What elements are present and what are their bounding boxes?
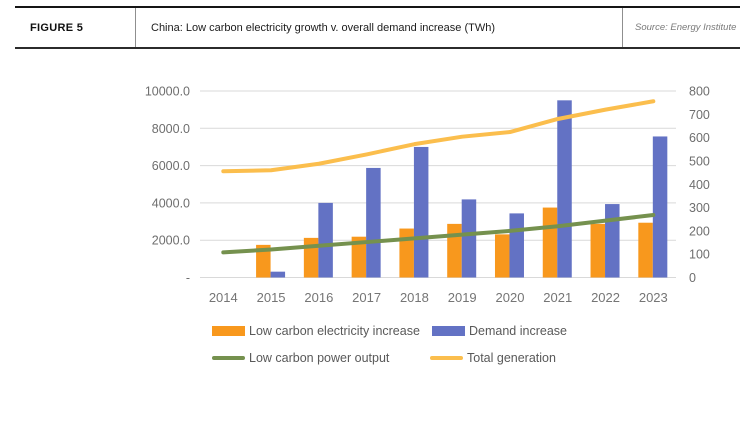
bar-low-carbon-electricity-increase-2021 (542, 207, 558, 278)
right-axis-tick: 500 (689, 154, 710, 168)
right-axis-tick: 200 (689, 224, 710, 238)
legend-label: Total generation (467, 350, 556, 365)
figure-header: FIGURE 5 China: Low carbon electricity g… (15, 6, 740, 49)
chart-canvas: 10000.0 8000.0 6000.0 4000.0 2000.0 - 800 700 60… (145, 85, 710, 306)
x-axis-label: 2014 (209, 290, 238, 305)
x-axis-label: 2021 (543, 290, 572, 305)
bar-low-carbon-electricity-increase-2015 (256, 244, 271, 278)
right-axis-tick: 300 (689, 201, 710, 215)
x-axis-label: 2017 (352, 290, 381, 305)
bar-low-carbon-electricity-increase-2023 (638, 222, 653, 278)
legend-swatch-bar-orange (212, 325, 245, 336)
figure-title: China: Low carbon electricity growth v. … (135, 8, 622, 47)
bar-low-carbon-electricity-increase-2019 (447, 223, 462, 278)
x-axis-label: 2015 (257, 290, 286, 305)
bar-low-carbon-electricity-increase-2016 (303, 237, 319, 278)
right-axis-tick: 100 (689, 248, 710, 262)
figure-label: FIGURE 5 (30, 21, 84, 34)
bar-demand-increase-2019 (461, 199, 477, 278)
bar-low-carbon-electricity-increase-2022 (590, 223, 606, 278)
right-axis-tick: 700 (689, 108, 710, 122)
legend-swatch-line-green (212, 355, 245, 360)
left-axis-tick: - (186, 271, 190, 285)
legend-item-total-generation: Total generation (430, 350, 556, 365)
right-axis-tick: 800 (689, 85, 710, 99)
x-axis-label: 2016 (304, 290, 333, 305)
bar-demand-increase-2021 (557, 100, 572, 278)
bar-demand-increase-2022 (605, 204, 620, 278)
legend-label: Low carbon power output (249, 350, 390, 365)
bar-demand-increase-2023 (652, 136, 668, 278)
bar-demand-increase-2017 (366, 167, 381, 278)
bar-demand-increase-2015 (270, 271, 286, 278)
bar-low-carbon-electricity-increase-2017 (351, 236, 367, 278)
left-axis-tick: 4000.0 (152, 196, 190, 210)
figure-source: Source: Energy Institute (622, 8, 740, 47)
legend-swatch-line-yellow (430, 355, 463, 360)
chart: 10000.0 8000.0 6000.0 4000.0 2000.0 - 800 700 60… (145, 85, 710, 306)
bar-low-carbon-electricity-increase-2018 (399, 228, 414, 278)
left-axis-tick: 10000.0 (145, 85, 190, 99)
legend-swatch-bar-blue (432, 325, 465, 336)
left-axis-tick: 2000.0 (152, 234, 190, 248)
legend-item-low-carbon-power-output: Low carbon power output (212, 350, 389, 365)
bar-demand-increase-2016 (318, 202, 333, 278)
right-axis-tick: 600 (689, 131, 710, 145)
x-axis-label: 2022 (591, 290, 620, 305)
x-axis-label: 2019 (448, 290, 477, 305)
line-low-carbon-power-output (221, 213, 656, 255)
bar-demand-increase-2018 (413, 146, 429, 278)
bar-low-carbon-electricity-increase-2020 (494, 234, 510, 278)
legend-item-low-carbon-electricity-increase: Low carbon electricity increase (212, 323, 420, 338)
legend-item-demand-increase: Demand increase (432, 323, 567, 338)
right-axis-tick: 0 (689, 271, 696, 285)
x-axis-label: 2020 (496, 290, 525, 305)
left-axis-tick: 8000.0 (152, 122, 190, 136)
line-total-generation (221, 99, 656, 174)
legend-label: Demand increase (469, 323, 567, 338)
right-axis-tick: 400 (689, 178, 710, 192)
left-axis-tick: 6000.0 (152, 159, 190, 173)
legend-label: Low carbon electricity increase (249, 323, 420, 338)
x-axis-label: 2023 (639, 290, 668, 305)
bar-demand-increase-2020 (509, 213, 524, 278)
x-axis-label: 2018 (400, 290, 429, 305)
